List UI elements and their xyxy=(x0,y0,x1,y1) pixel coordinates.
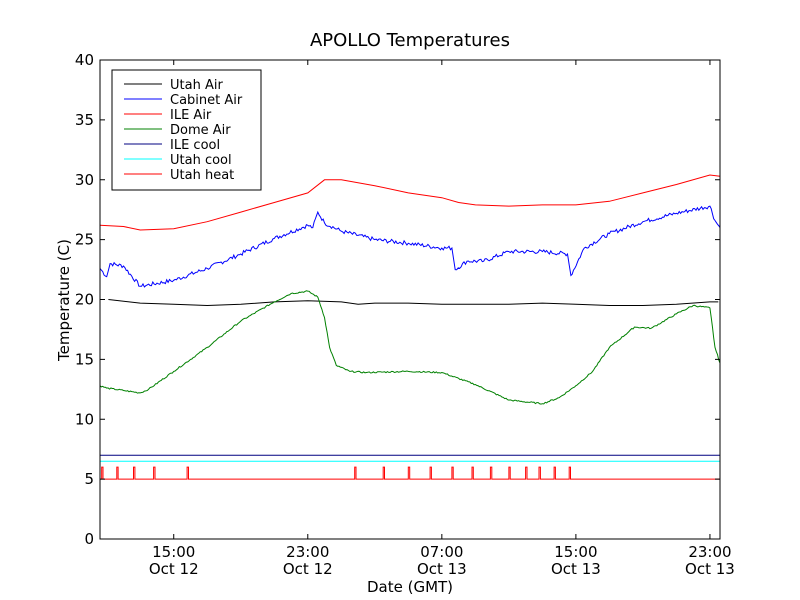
x-tick-date-label: Oct 12 xyxy=(149,560,199,578)
series-line-ile-air xyxy=(99,174,721,231)
series-line-utah-heat xyxy=(100,466,720,480)
x-axis-label: Date (GMT) xyxy=(367,578,453,596)
y-tick-label: 10 xyxy=(75,410,94,428)
series-line-dome-air xyxy=(99,290,721,405)
x-tick-time-label: 07:00 xyxy=(420,543,463,561)
legend-label: Cabinet Air xyxy=(170,93,243,108)
series-line-utah-air xyxy=(108,299,719,307)
series-layer xyxy=(99,174,721,480)
y-axis-ticks: 0 5 10 15 20 25 30 35 40 xyxy=(75,51,720,548)
legend-label: Utah heat xyxy=(170,168,234,183)
x-tick-date-label: Oct 13 xyxy=(685,560,735,578)
chart-title: APOLLO Temperatures xyxy=(310,30,510,51)
x-tick-time-label: 23:00 xyxy=(286,543,329,561)
legend-label: Utah Air xyxy=(170,78,223,93)
x-tick-date-label: Oct 13 xyxy=(417,560,467,578)
y-tick-label: 5 xyxy=(84,470,94,488)
y-axis-label: Temperature (C) xyxy=(55,239,73,362)
legend-label: Utah cool xyxy=(170,153,232,168)
legend-label: ILE cool xyxy=(170,138,220,153)
x-tick-date-label: Oct 13 xyxy=(551,560,601,578)
y-tick-label: 0 xyxy=(84,530,94,548)
legend-label: Dome Air xyxy=(170,123,231,138)
y-tick-label: 25 xyxy=(75,231,94,249)
series-line-cabinet-air xyxy=(99,205,721,288)
y-tick-label: 20 xyxy=(75,291,94,309)
y-tick-label: 30 xyxy=(75,171,94,189)
y-tick-label: 35 xyxy=(75,111,94,129)
x-tick-time-label: 23:00 xyxy=(688,543,731,561)
x-tick-time-label: 15:00 xyxy=(152,543,195,561)
y-tick-label: 40 xyxy=(75,51,94,69)
legend-label: ILE Air xyxy=(170,108,212,123)
x-tick-time-label: 15:00 xyxy=(554,543,597,561)
x-tick-date-label: Oct 12 xyxy=(283,560,333,578)
y-tick-label: 15 xyxy=(75,350,94,368)
legend-box xyxy=(111,69,262,191)
